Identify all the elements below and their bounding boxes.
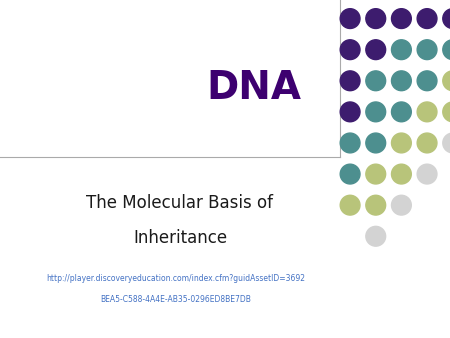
Ellipse shape xyxy=(340,9,360,28)
Ellipse shape xyxy=(366,40,386,59)
Ellipse shape xyxy=(392,133,411,153)
Ellipse shape xyxy=(340,40,360,59)
Ellipse shape xyxy=(443,133,450,153)
Ellipse shape xyxy=(366,71,386,91)
Ellipse shape xyxy=(366,226,386,246)
Ellipse shape xyxy=(443,40,450,59)
Ellipse shape xyxy=(366,195,386,215)
Ellipse shape xyxy=(392,9,411,28)
Ellipse shape xyxy=(392,71,411,91)
Ellipse shape xyxy=(366,164,386,184)
Ellipse shape xyxy=(417,102,437,122)
Ellipse shape xyxy=(417,9,437,28)
Ellipse shape xyxy=(417,164,437,184)
Ellipse shape xyxy=(443,9,450,28)
Ellipse shape xyxy=(417,71,437,91)
Text: The Molecular Basis of: The Molecular Basis of xyxy=(86,194,274,212)
Ellipse shape xyxy=(366,133,386,153)
Ellipse shape xyxy=(340,102,360,122)
Ellipse shape xyxy=(340,195,360,215)
Ellipse shape xyxy=(392,164,411,184)
Ellipse shape xyxy=(366,9,386,28)
Ellipse shape xyxy=(392,40,411,59)
Ellipse shape xyxy=(340,164,360,184)
Ellipse shape xyxy=(392,102,411,122)
Ellipse shape xyxy=(443,71,450,91)
Text: BEA5-C588-4A4E-AB35-0296ED8BE7DB: BEA5-C588-4A4E-AB35-0296ED8BE7DB xyxy=(100,295,251,304)
Ellipse shape xyxy=(417,133,437,153)
Text: DNA: DNA xyxy=(207,69,302,107)
Ellipse shape xyxy=(443,102,450,122)
Ellipse shape xyxy=(340,133,360,153)
Text: Inheritance: Inheritance xyxy=(133,229,227,247)
Ellipse shape xyxy=(366,102,386,122)
Text: http://player.discoveryeducation.com/index.cfm?guidAssetID=3692: http://player.discoveryeducation.com/ind… xyxy=(46,274,305,283)
Ellipse shape xyxy=(417,40,437,59)
Ellipse shape xyxy=(340,71,360,91)
Ellipse shape xyxy=(392,195,411,215)
